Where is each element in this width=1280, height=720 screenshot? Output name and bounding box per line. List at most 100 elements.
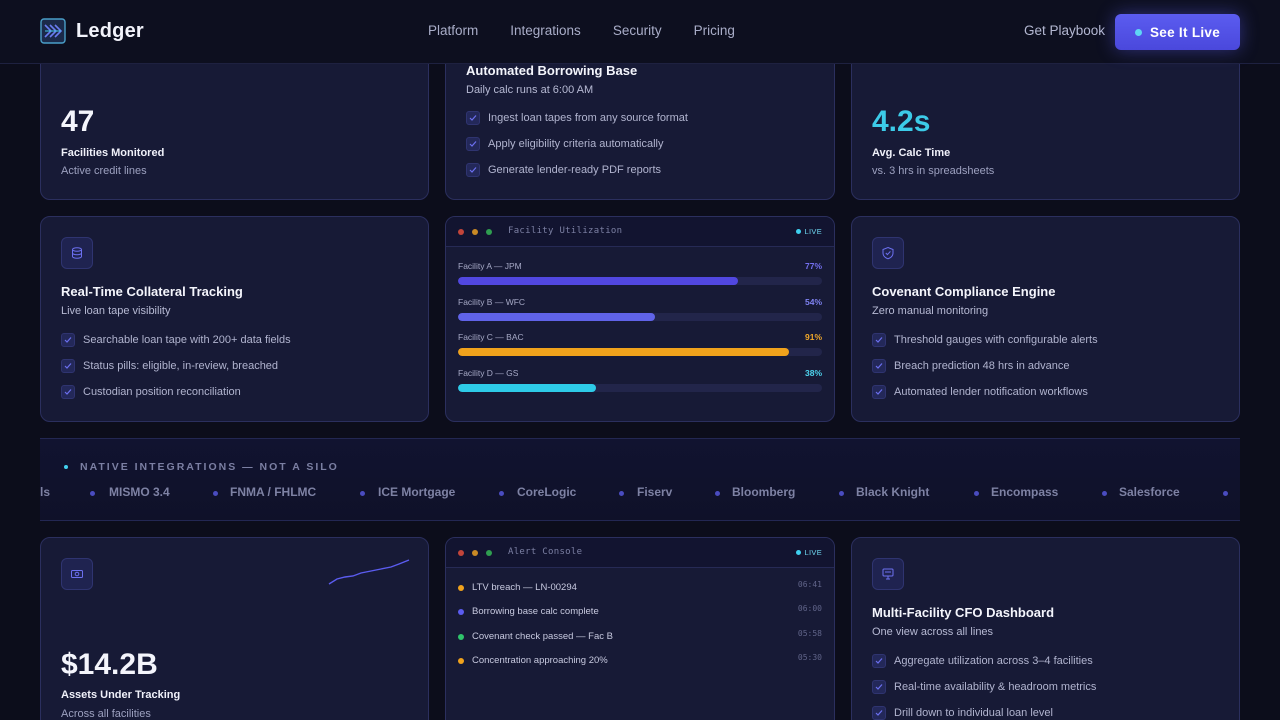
check-icon [61,359,75,373]
facilities-sub: Active credit lines [61,165,147,177]
alert-message: LTV breach — LN-00294 [472,582,577,593]
separator-dot-icon [360,491,365,496]
get-playbook-link[interactable]: Get Playbook [1024,23,1106,38]
integration-name: FNMA / FHLMC [230,485,317,499]
separator-dot-icon [974,491,979,496]
utilization-row: Facility C — BAC 91% [458,332,822,356]
alert-status-dot-icon [458,609,464,615]
cfo-title: Multi-Facility CFO Dashboard [872,605,1055,620]
nav-link-pricing[interactable]: Pricing [693,23,735,38]
utilization-bar-fill [458,277,739,285]
feature-item: Ingest loan tapes from any source format [466,105,688,131]
window-titlebar: Facility Utilization LIVE [446,217,834,247]
separator-dot-icon [499,491,504,496]
alert-status-dot-icon [458,634,464,640]
alert-timestamp: 06:41 [797,580,822,589]
heading-dot-icon [64,465,68,469]
facility-utilization-panel: Facility Utilization LIVE Facility A — J… [445,216,835,422]
borrowing-base-sub: Daily calc runs at 6:00 AM [466,84,594,96]
alert-timestamp: 05:30 [797,653,822,662]
assets-sparkline [328,559,410,585]
alert-timestamp: 06:00 [797,604,822,613]
assets-stat-card: $14.2B Assets Under Tracking Across all … [40,537,429,720]
calc-time-sub: vs. 3 hrs in spreadsheets [872,165,995,177]
alert-message: Concentration approaching 20% [472,655,608,666]
shield-icon [872,237,904,269]
facility-utilization-percent: 38% [804,368,822,378]
integration-name: Black Knight [856,485,930,499]
integrations-ticker: ls MISMO 3.4 FNMA / FHLMC ICE Mortgage CoreL… [40,485,1240,505]
cfo-dashboard-card: Multi-Facility CFO Dashboard One view ac… [851,537,1240,720]
separator-dot-icon [619,491,624,496]
integration-name: ls [40,485,51,499]
covenant-features: Threshold gauges with configurable alert… [872,327,1098,405]
window-minimize-dot-icon [472,550,478,556]
check-icon [872,654,886,668]
facility-utilization-percent: 77% [804,261,822,271]
utilization-bar-fill [458,384,597,392]
calc-time-stat-card: 4.2s Avg. Calc Time vs. 3 hrs in spreads… [851,50,1240,200]
calc-time-value: 4.2s [872,105,931,138]
feature-item: Breach prediction 48 hrs in advance [872,353,1098,379]
nav-link-security[interactable]: Security [612,23,662,38]
feature-item: Threshold gauges with configurable alert… [872,327,1098,353]
facility-name: Facility B — WFC [458,297,526,307]
window-title: Facility Utilization [508,226,623,236]
collateral-sub: Live loan tape visibility [61,305,171,317]
feature-item: Automated lender notification workflows [872,379,1098,405]
integration-name: MISMO 3.4 [109,485,170,499]
live-dot-icon [795,550,801,555]
borrowing-base-title: Automated Borrowing Base [466,63,638,78]
feature-item: Custodian position reconciliation [61,379,291,405]
integrations-band: NATIVE INTEGRATIONS — NOT A SILO ls MISMO… [40,438,1240,521]
utilization-row-header: Facility D — GS 38% [458,368,822,378]
window-close-dot-icon [458,229,464,235]
feature-item: Status pills: eligible, in-review, breac… [61,353,291,379]
nav-links: Platform Integrations Security Pricing [428,23,735,38]
assets-label: Assets Under Tracking [61,689,181,701]
check-icon [466,111,480,125]
database-icon [61,237,93,269]
facility-utilization-percent: 54% [804,297,822,307]
live-dot-icon [795,229,801,234]
cta-label: See It Live [1149,24,1221,40]
logo[interactable]: Ledger [40,18,144,44]
integration-name: Salesforce [1119,485,1180,499]
alert-row[interactable]: Covenant check passed — Fac B 05:58 [458,629,822,645]
see-it-live-button[interactable]: See It Live [1115,14,1240,50]
window-maximize-dot-icon [486,229,492,235]
alert-status-dot-icon [458,658,464,664]
facilities-label: Facilities Monitored [61,147,165,159]
utilization-bar-track [458,348,822,356]
window-maximize-dot-icon [486,550,492,556]
integrations-heading: NATIVE INTEGRATIONS — NOT A SILO [64,461,339,473]
assets-value: $14.2B [61,648,158,681]
utilization-row: Facility B — WFC 54% [458,297,822,321]
alert-row[interactable]: Concentration approaching 20% 05:30 [458,653,822,669]
integration-name: Bloomberg [732,485,796,499]
window-titlebar: Alert Console LIVE [446,538,834,568]
nav-link-platform[interactable]: Platform [428,23,479,38]
alert-row[interactable]: LTV breach — LN-00294 06:41 [458,580,822,596]
check-icon [872,385,886,399]
cfo-features: Aggregate utilization across 3–4 facilit… [872,648,1096,720]
check-icon [872,359,886,373]
live-badge: LIVE [795,227,822,236]
borrowing-base-card: Automated Borrowing Base Daily calc runs… [445,50,835,200]
feature-item: Apply eligibility criteria automatically [466,131,688,157]
alert-row[interactable]: Borrowing base calc complete 06:00 [458,604,822,620]
feature-item: Generate lender-ready PDF reports [466,157,688,183]
separator-dot-icon [715,491,720,496]
separator-dot-icon [839,491,844,496]
covenant-sub: Zero manual monitoring [872,305,989,317]
feature-item: Searchable loan tape with 200+ data fiel… [61,327,291,353]
monitor-icon [872,558,904,590]
feature-item: Real-time availability & headroom metric… [872,674,1096,700]
live-badge: LIVE [795,548,822,557]
facilities-stat-card: 47 Facilities Monitored Active credit li… [40,50,429,200]
facility-name: Facility A — JPM [458,261,522,271]
utilization-row: Facility A — JPM 77% [458,261,822,285]
nav-link-integrations[interactable]: Integrations [510,23,581,38]
separator-dot-icon [1102,491,1107,496]
separator-dot-icon [1223,491,1228,496]
